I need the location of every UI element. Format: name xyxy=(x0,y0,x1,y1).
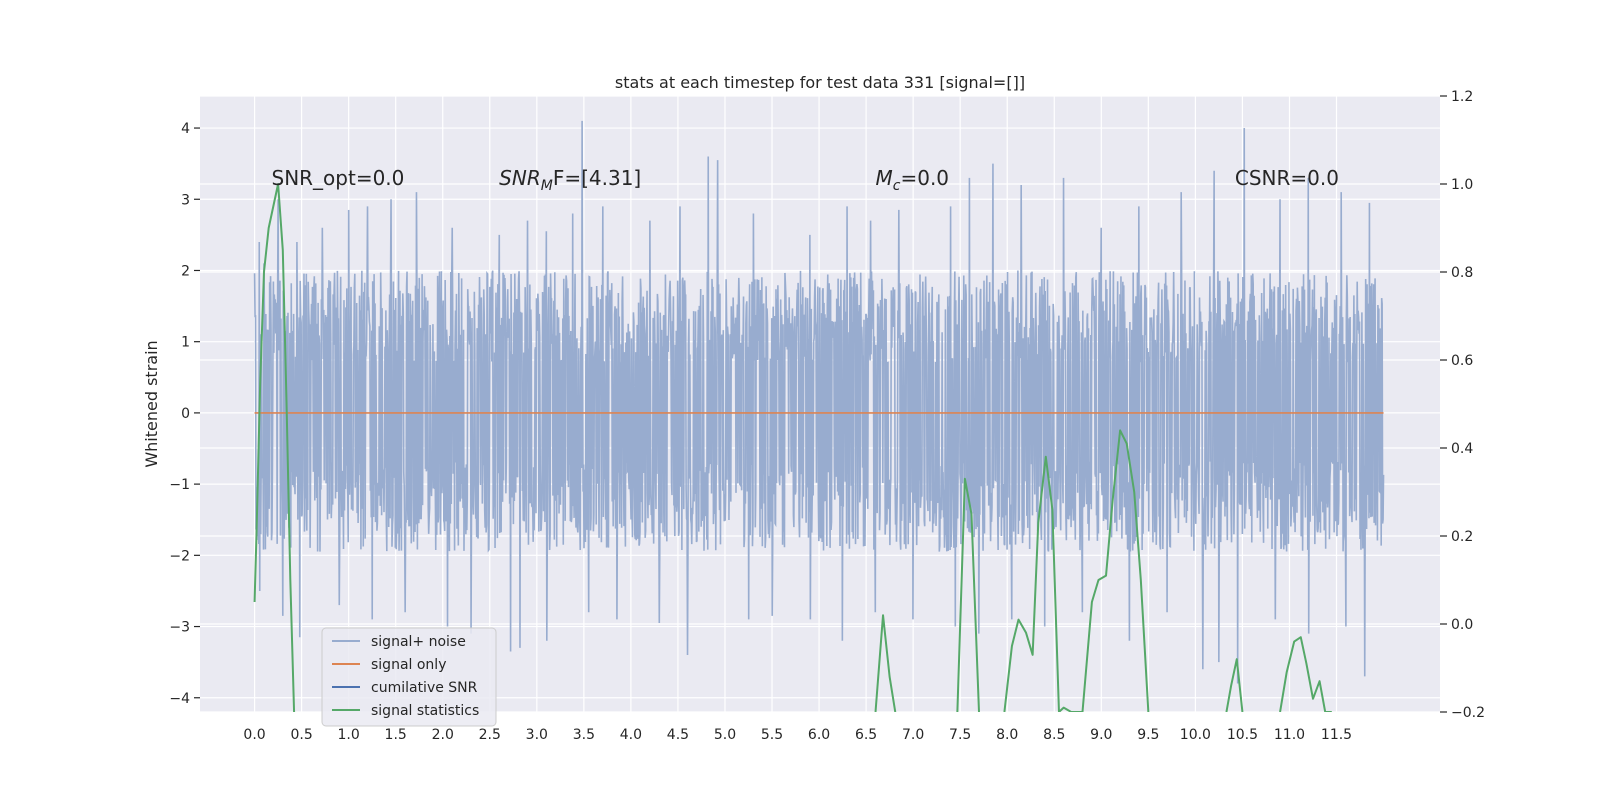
x-tick-label: 2.0 xyxy=(432,727,454,743)
x-tick-label: 0.0 xyxy=(243,727,265,743)
y2-tick-label: 0.6 xyxy=(1451,353,1473,369)
series-signal-statistics xyxy=(956,477,980,712)
legend-signal-noise-label: signal+ noise xyxy=(371,634,466,650)
y-tick-label: 1 xyxy=(181,335,190,351)
x-tick-label: 4.0 xyxy=(620,727,642,743)
x-tick-label: 2.5 xyxy=(479,727,501,743)
y-tick-label: 0 xyxy=(181,406,190,422)
series-signal-statistics xyxy=(874,614,897,712)
x-tick-label: 4.5 xyxy=(667,727,689,743)
chart-title: stats at each timestep for test data 331… xyxy=(615,73,1025,92)
x-tick-label: 5.5 xyxy=(761,727,783,743)
x-tick-label: 9.0 xyxy=(1090,727,1112,743)
csnr-annotation: CSNR=0.0 xyxy=(1235,166,1339,190)
series-signal-statistics xyxy=(1003,455,1083,712)
legend-cumulative-snr-label: cumilative SNR xyxy=(371,680,478,696)
x-tick-label: 11.5 xyxy=(1321,727,1352,743)
y2-tick-label: 0.4 xyxy=(1451,441,1473,457)
y-tick-label: 2 xyxy=(181,263,190,279)
y2-tick-label: −0.2 xyxy=(1451,705,1485,721)
annotations: SNR_opt=0.0 SNRMF=[4.31] Mc=0.0 CSNR=0.0 xyxy=(272,166,1339,194)
series-signal-noise xyxy=(253,120,1385,684)
y-tick-label: −2 xyxy=(169,548,190,564)
x-tick-label: 1.0 xyxy=(338,727,360,743)
legend-signal-statistics-label: signal statistics xyxy=(371,703,479,719)
y-tick-label: 3 xyxy=(181,192,190,208)
x-tick-label: 7.0 xyxy=(902,727,924,743)
legend: signal+ noise signal only cumilative SNR si… xyxy=(321,627,497,727)
x-tick-label: 10.5 xyxy=(1227,727,1258,743)
x-tick-label: 0.5 xyxy=(290,727,312,743)
y-tick-label: 4 xyxy=(181,121,190,137)
y2-tick-label: 0.0 xyxy=(1451,617,1473,633)
x-tick-label: 6.5 xyxy=(855,727,877,743)
x-tick-label: 7.5 xyxy=(949,727,971,743)
legend-box xyxy=(321,627,497,727)
x-tick-label: 6.0 xyxy=(808,727,830,743)
x-tick-label: 1.5 xyxy=(385,727,407,743)
y2-tick-label: 0.8 xyxy=(1451,265,1473,281)
y-axis-label: Whitened strain xyxy=(142,340,161,467)
x-tick-label: 11.0 xyxy=(1274,727,1305,743)
series-signal-statistics xyxy=(1081,429,1150,712)
y-tick-label: −1 xyxy=(169,477,190,493)
y-tick-label: −4 xyxy=(169,691,190,707)
series-signal-statistics xyxy=(1279,636,1332,712)
x-tick-label: 8.5 xyxy=(1043,727,1065,743)
legend-signal-only-label: signal only xyxy=(371,657,446,673)
y2-tick-label: 1.0 xyxy=(1451,177,1473,193)
x-tick-label: 3.0 xyxy=(526,727,548,743)
x-tick-label: 9.5 xyxy=(1137,727,1159,743)
x-tick-label: 3.5 xyxy=(573,727,595,743)
x-tick-label: 10.0 xyxy=(1180,727,1211,743)
series-signal-statistics xyxy=(253,183,296,712)
chirp-mass-annotation: Mc=0.0 xyxy=(876,166,950,194)
y2-tick-label: 0.2 xyxy=(1451,529,1473,545)
snr-opt-annotation: SNR_opt=0.0 xyxy=(272,166,405,190)
x-tick-label: 5.0 xyxy=(714,727,736,743)
series-signal-statistics xyxy=(1225,658,1244,712)
x-tick-label: 8.0 xyxy=(996,727,1018,743)
y-tick-label: −3 xyxy=(169,620,190,636)
snr-mf-annotation: SNRMF=[4.31] xyxy=(499,166,641,194)
series-layer xyxy=(253,120,1385,712)
axes: 0.0 0.5 1.0 1.5 2.0 2.5 3.0 3.5 4.0 4.5 5.0 5.5 6.0 6… xyxy=(169,89,1485,743)
y2-tick-label: 1.2 xyxy=(1451,89,1473,105)
